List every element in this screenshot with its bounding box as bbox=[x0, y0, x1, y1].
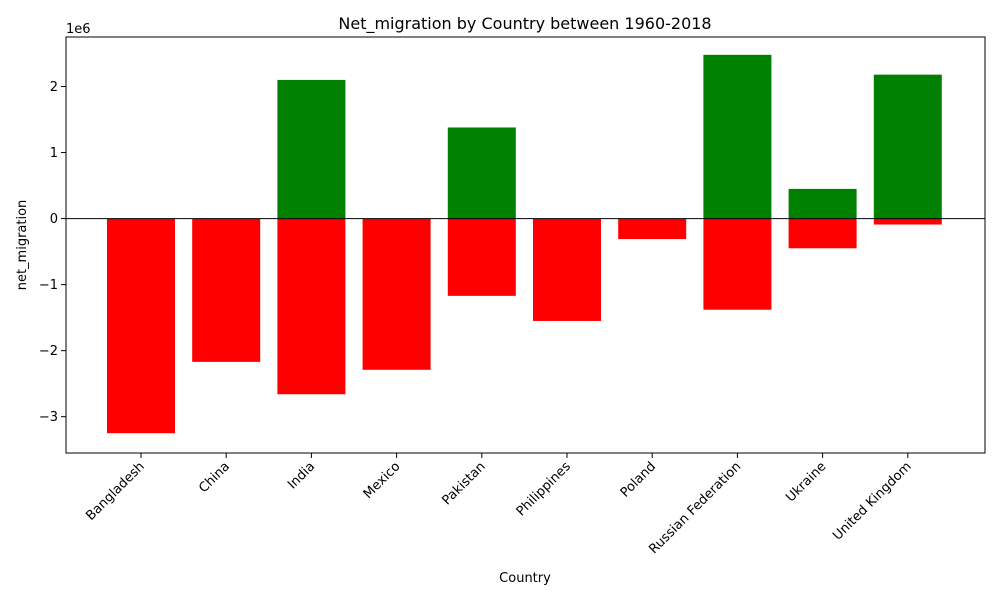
y-ticks-group: −3 −2 −1 0 1 2 bbox=[39, 80, 66, 425]
x-tick-label: Russian Federation bbox=[646, 459, 744, 557]
bar-poland-negative bbox=[618, 218, 687, 240]
bars-group bbox=[107, 54, 942, 434]
bar-ukraine-positive bbox=[788, 188, 857, 219]
y-tick-label: 0 bbox=[50, 212, 58, 227]
bar-pakistan-negative bbox=[447, 218, 516, 296]
y-axis-label: net_migration bbox=[15, 200, 30, 291]
x-tick-label: India bbox=[285, 459, 318, 492]
y-tick-label: −2 bbox=[39, 344, 58, 359]
chart-title: Net_migration by Country between 1960-20… bbox=[338, 14, 711, 34]
y-tick-label: 1 bbox=[50, 146, 58, 161]
x-tick-label: United Kingdom bbox=[830, 459, 914, 543]
plot-frame bbox=[65, 36, 986, 454]
y-offset-label: 1e6 bbox=[66, 22, 91, 37]
x-tick-label: Poland bbox=[618, 459, 659, 500]
bar-philippines-negative bbox=[533, 218, 601, 321]
bar-pakistan-positive bbox=[447, 127, 516, 219]
bar-united-kingdom-negative bbox=[873, 218, 942, 225]
bar-china-negative bbox=[192, 218, 261, 362]
x-tick-label: Mexico bbox=[361, 459, 404, 502]
x-tick-label: China bbox=[196, 459, 233, 496]
bar-russian-federation-positive bbox=[703, 54, 772, 219]
x-ticks-group: Bangladesh China India Mexico Pakistan Philip… bbox=[83, 453, 915, 557]
y-tick-label: −1 bbox=[39, 278, 58, 293]
bar-india-negative bbox=[277, 218, 346, 395]
bar-ukraine-negative bbox=[788, 218, 857, 249]
x-tick-label: Ukraine bbox=[783, 459, 829, 505]
y-tick-label: −3 bbox=[39, 410, 58, 425]
x-axis-label: Country bbox=[499, 571, 551, 586]
bar-mexico-negative bbox=[362, 218, 431, 370]
y-tick-label: 2 bbox=[50, 80, 58, 95]
bar-united-kingdom-positive bbox=[873, 74, 942, 219]
bar-india-positive bbox=[277, 79, 346, 219]
x-tick-label: Bangladesh bbox=[83, 459, 148, 524]
x-tick-label: Pakistan bbox=[440, 459, 489, 508]
x-tick-label: Philippines bbox=[514, 459, 574, 519]
bar-russian-federation-negative bbox=[703, 218, 772, 310]
bar-bangladesh-negative bbox=[107, 218, 175, 434]
